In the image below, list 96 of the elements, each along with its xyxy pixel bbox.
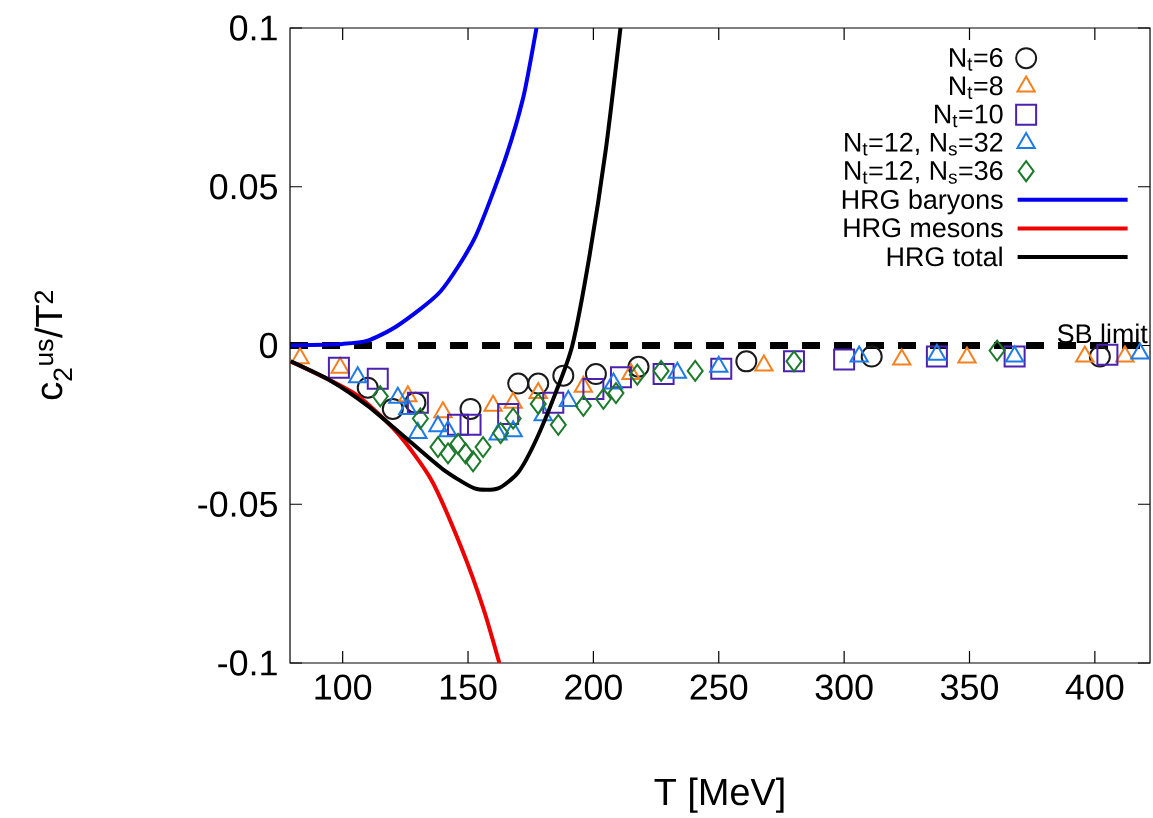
point: [607, 382, 625, 405]
point: [621, 363, 641, 381]
point: [709, 355, 729, 373]
point: [1004, 345, 1025, 363]
point: [457, 442, 475, 465]
point: [1003, 345, 1026, 368]
point: [860, 345, 883, 368]
point: [582, 377, 605, 400]
point: [459, 397, 482, 420]
y-tick-label: 0.05: [210, 174, 277, 200]
point: [504, 407, 522, 430]
point: [603, 372, 624, 390]
y-tick-label: -0.1: [218, 650, 277, 676]
point: [584, 363, 607, 386]
point: [356, 376, 379, 399]
point: [957, 346, 977, 364]
point: [988, 339, 1006, 362]
point: [833, 348, 856, 371]
point: [497, 403, 520, 426]
legend-label: N$_{t}$=10: [935, 104, 1003, 128]
point: [533, 404, 553, 422]
legend-label: HRG mesons: [844, 218, 1003, 238]
x-axis-title: T [MeV]: [654, 777, 784, 813]
point: [594, 387, 612, 410]
point: [1096, 343, 1119, 366]
point: [433, 401, 453, 419]
point: [628, 363, 646, 386]
legend-label: HRG baryons: [842, 189, 1003, 215]
ref-line-label: SB limit: [1057, 323, 1148, 344]
y-axis-title: c$_{2}$$^{us}$/T$^{2}$: [34, 291, 72, 400]
point: [549, 413, 567, 436]
legend-label: N$_{t}$=6: [950, 48, 1003, 71]
point: [1075, 345, 1095, 363]
point: [573, 375, 594, 393]
point: [447, 413, 469, 436]
y-tick-label: 0: [259, 332, 278, 359]
point: [398, 385, 418, 403]
point: [542, 391, 565, 414]
point: [503, 391, 523, 409]
point: [627, 355, 650, 378]
point: [754, 354, 774, 372]
point: [464, 450, 482, 473]
point: [735, 350, 758, 373]
legend-label: HRG total: [887, 246, 1002, 267]
point: [488, 423, 508, 441]
point: [667, 361, 688, 379]
point: [366, 367, 389, 390]
point: [459, 413, 482, 436]
point: [348, 366, 368, 384]
x-tick-label: 250: [690, 674, 748, 700]
point: [503, 420, 523, 438]
point: [371, 385, 389, 408]
point: [411, 407, 429, 430]
point: [686, 359, 704, 382]
legend-label: N$_{t}$=8: [950, 76, 1003, 99]
point: [381, 397, 404, 420]
point: [492, 422, 510, 445]
point: [330, 356, 350, 374]
x-tick-label: 350: [940, 674, 998, 700]
point: [1130, 342, 1150, 360]
point: [652, 363, 675, 386]
point: [408, 422, 428, 440]
point: [438, 420, 458, 438]
point: [892, 348, 912, 366]
point: [652, 359, 670, 382]
point: [327, 356, 350, 379]
legend-label: N$_{t}$=12, N$_{s}$=32: [845, 132, 1003, 156]
x-tick-label: 200: [565, 674, 622, 700]
point: [529, 392, 547, 415]
point: [1088, 345, 1111, 368]
point: [528, 382, 548, 400]
legend-label: N$_{t}$=12, N$_{s}$=36: [845, 161, 1003, 184]
point: [527, 372, 550, 395]
point: [290, 347, 310, 365]
y-tick-label: 0.1: [230, 15, 277, 41]
point: [710, 357, 733, 380]
point: [474, 436, 492, 459]
point: [428, 415, 448, 433]
line-series: [290, 27, 539, 348]
point: [609, 366, 632, 389]
point: [558, 390, 578, 408]
point: [449, 432, 467, 455]
x-tick-label: 300: [815, 674, 873, 700]
point: [574, 394, 592, 417]
point: [507, 372, 530, 395]
point: [925, 345, 948, 368]
x-tick-label: 150: [440, 674, 497, 700]
y-tick-label: -0.05: [198, 491, 277, 517]
point: [849, 345, 869, 363]
point: [429, 436, 447, 459]
point: [927, 343, 947, 361]
x-tick-label: 100: [315, 674, 372, 700]
point: [552, 364, 575, 387]
point: [1115, 345, 1135, 363]
point: [439, 442, 457, 465]
x-tick-label: 400: [1065, 674, 1124, 700]
